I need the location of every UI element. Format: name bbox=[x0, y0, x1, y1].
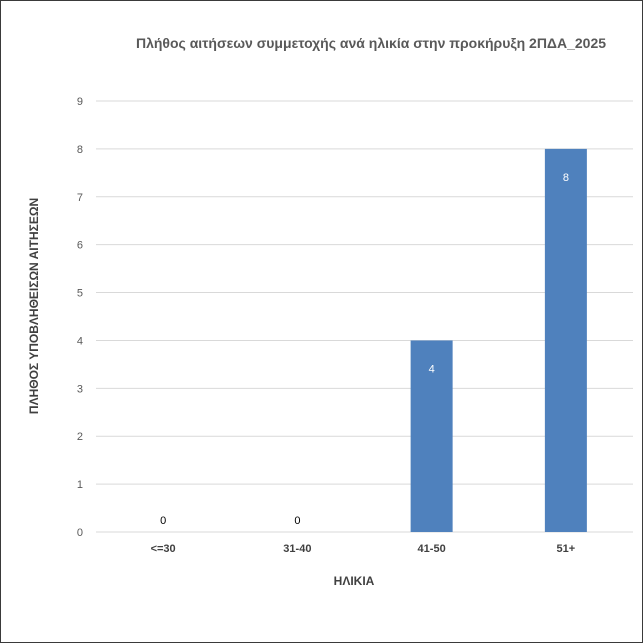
bars bbox=[410, 148, 587, 532]
gridlines bbox=[96, 100, 633, 533]
y-axis-ticks: 0 1 2 3 4 5 6 7 8 9 bbox=[77, 96, 83, 539]
y-tick-label: 4 bbox=[77, 335, 83, 347]
y-tick-label: 8 bbox=[77, 144, 83, 156]
y-tick-label: 7 bbox=[77, 192, 83, 204]
y-tick-label: 1 bbox=[77, 479, 83, 491]
chart-title: Πλήθος αιτήσεων συμμετοχής ανά ηλικία στ… bbox=[136, 35, 606, 51]
bar-51+ bbox=[544, 148, 587, 532]
bar-41-50 bbox=[410, 340, 453, 532]
data-labels: 0 0 4 8 bbox=[160, 172, 569, 527]
y-tick-label: 9 bbox=[77, 96, 83, 108]
y-axis-label: ΠΛΗΘΟΣ ΥΠΟΒΛΗΘΕΙΣΩΝ ΑΙΤΗΣΕΩΝ bbox=[27, 198, 41, 414]
y-tick-label: 0 bbox=[77, 527, 83, 539]
data-label: 0 bbox=[160, 515, 166, 527]
y-tick-label: 3 bbox=[77, 383, 83, 395]
x-tick-label: 51+ bbox=[557, 543, 576, 555]
data-label: 0 bbox=[294, 515, 300, 527]
data-label: 8 bbox=[563, 172, 569, 184]
y-tick-label: 6 bbox=[77, 240, 83, 252]
y-tick-label: 2 bbox=[77, 431, 83, 443]
x-tick-label: <=30 bbox=[151, 543, 176, 555]
x-axis-ticks: <=30 31-40 41-50 51+ bbox=[151, 543, 576, 555]
x-tick-label: 41-50 bbox=[418, 543, 446, 555]
data-label: 4 bbox=[429, 363, 435, 375]
x-tick-label: 31-40 bbox=[283, 543, 311, 555]
y-tick-label: 5 bbox=[77, 288, 83, 300]
x-axis-label: ΗΛΙΚΙΑ bbox=[334, 574, 375, 588]
